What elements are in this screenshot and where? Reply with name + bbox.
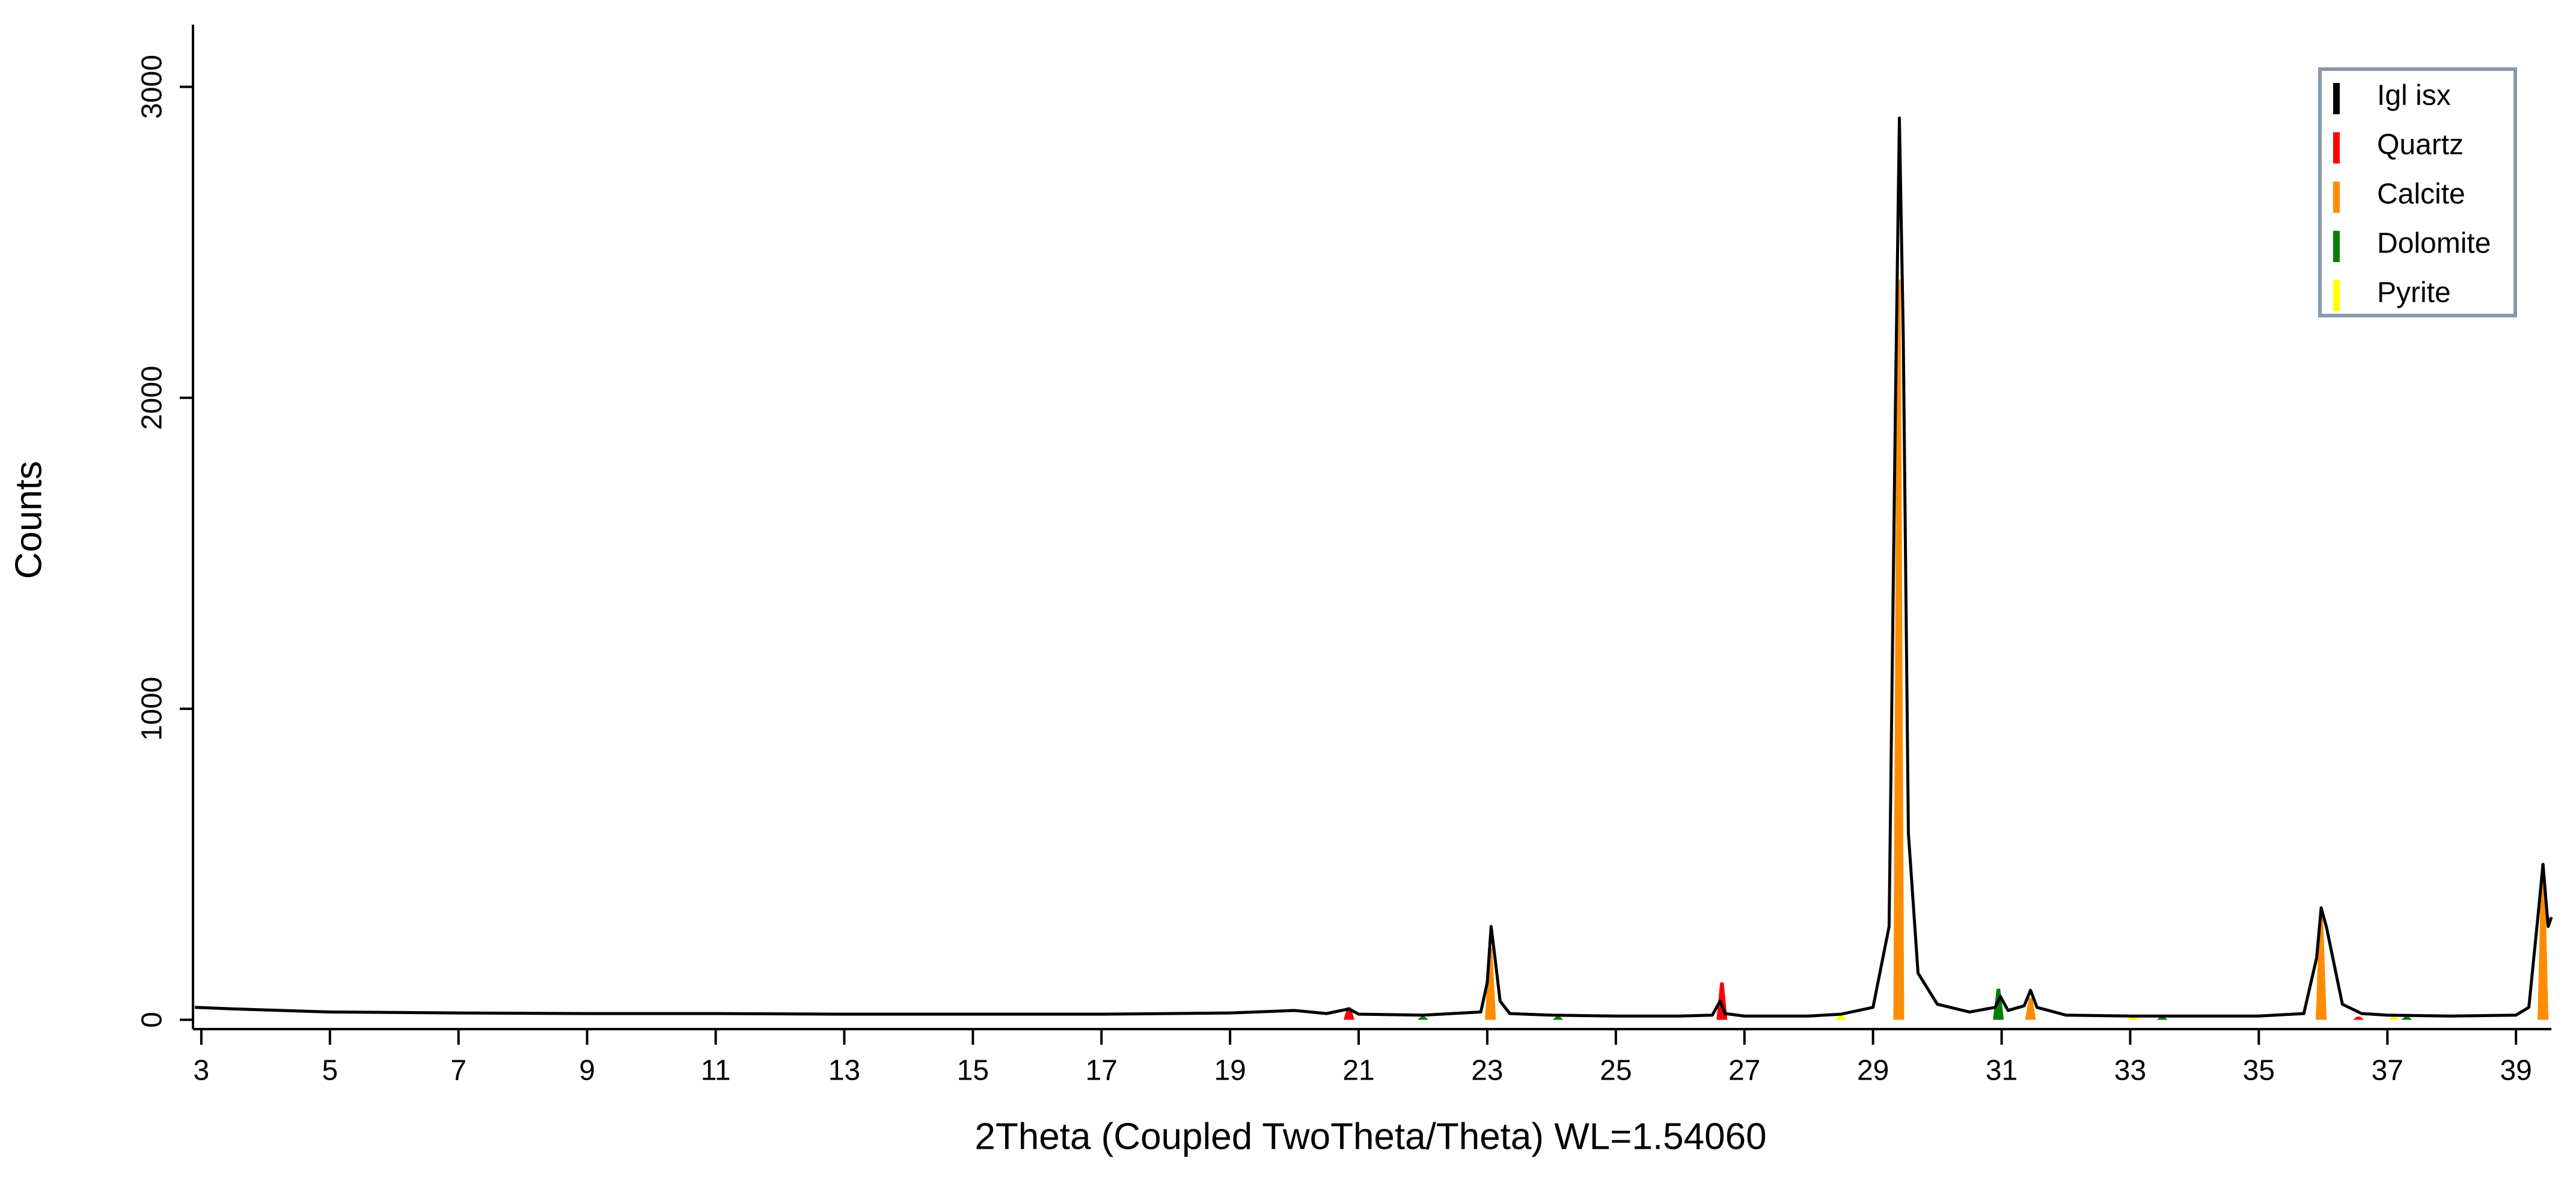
phase-peak <box>2538 864 2549 1020</box>
legend-label: Quartz <box>2377 129 2464 161</box>
x-axis-label: 2Theta (Coupled TwoTheta/Theta) WL=1.540… <box>974 1116 1766 1157</box>
legend-label: Dolomite <box>2377 228 2491 260</box>
phase-peak <box>1417 1016 1428 1020</box>
x-tick-label: 5 <box>322 1055 338 1087</box>
x-tick-label: 37 <box>2372 1055 2403 1087</box>
x-tick-label: 23 <box>1471 1055 1503 1087</box>
x-tick-label: 25 <box>1600 1055 1632 1087</box>
legend: Igl isx Quartz Calcite Dolomite Pyrite <box>2318 67 2517 317</box>
legend-label: Pyrite <box>2377 277 2451 309</box>
phase-peak <box>1552 1016 1564 1020</box>
y-tick-label: 2000 <box>136 365 168 430</box>
y-tick-label: 3000 <box>136 55 168 119</box>
phase-peak <box>1993 988 2004 1020</box>
x-tick-label: 9 <box>579 1055 595 1087</box>
x-tick-label: 17 <box>1086 1055 1118 1087</box>
x-tick-label: 15 <box>957 1055 989 1087</box>
legend-label: Calcite <box>2377 179 2465 210</box>
legend-swatch <box>2333 231 2340 262</box>
x-tick-label: 7 <box>450 1055 467 1087</box>
legend-label: Igl isx <box>2377 80 2451 112</box>
legend-swatch <box>2333 83 2340 114</box>
phase-peak <box>2401 1016 2412 1020</box>
legend-swatch <box>2333 132 2340 164</box>
x-tick-label: 31 <box>1986 1055 2018 1087</box>
x-tick-label: 19 <box>1214 1055 1246 1087</box>
y-tick-label: 1000 <box>136 677 168 741</box>
phase-peak <box>2388 1016 2399 1020</box>
phase-peak <box>2025 998 2036 1020</box>
x-tick-label: 13 <box>828 1055 860 1087</box>
x-tick-label: 29 <box>1857 1055 1889 1087</box>
x-tick-label: 33 <box>2114 1055 2146 1087</box>
x-tick-label: 27 <box>1728 1055 1760 1087</box>
phase-peak <box>1343 1007 1354 1020</box>
x-tick-label: 35 <box>2243 1055 2275 1087</box>
x-tick-label: 11 <box>701 1055 731 1087</box>
legend-box <box>2318 67 2517 317</box>
x-tick-label: 39 <box>2500 1055 2532 1087</box>
y-axis-label: Counts <box>8 461 49 579</box>
x-tick-label: 3 <box>194 1055 210 1087</box>
legend-swatch <box>2333 280 2340 311</box>
x-tick-label: 21 <box>1342 1055 1374 1087</box>
pattern-line <box>195 116 2553 1018</box>
legend-swatch <box>2333 182 2340 213</box>
phase-peak <box>1835 1015 1847 1020</box>
phase-peak <box>2316 914 2327 1020</box>
y-tick-label: 0 <box>136 1012 168 1028</box>
phase-peak <box>2353 1016 2364 1020</box>
